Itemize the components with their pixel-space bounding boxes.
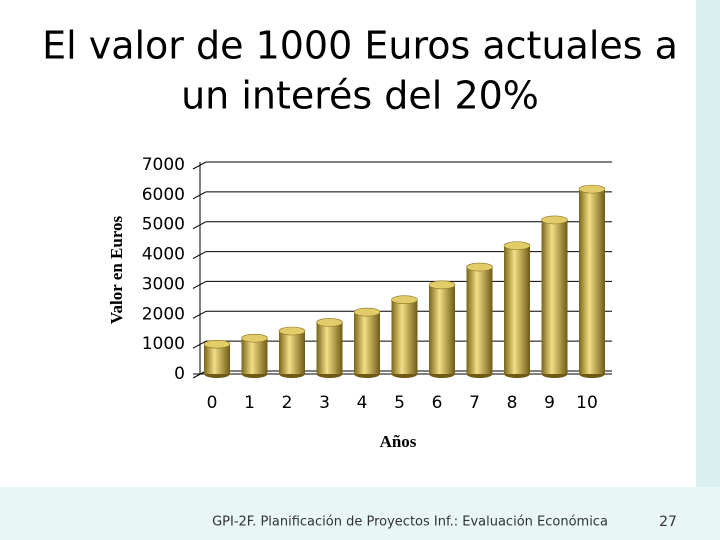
y-tick-label: 4000 <box>142 245 185 265</box>
x-tick-label: 0 <box>207 393 218 413</box>
bar <box>353 307 381 378</box>
side-band <box>696 0 720 540</box>
title-line: El valor de 1000 Euros actuales a <box>42 24 678 68</box>
x-tick-label: 3 <box>319 393 330 413</box>
bar <box>278 326 306 378</box>
bar-top <box>466 262 493 272</box>
grid-segment <box>192 191 207 200</box>
bar <box>316 318 343 378</box>
bar <box>203 339 231 378</box>
bar-body <box>354 312 380 374</box>
grid-segment <box>192 221 207 230</box>
x-tick-label: 6 <box>432 393 443 413</box>
bar-top <box>578 184 606 194</box>
bar-body <box>241 338 268 374</box>
bar-body <box>541 219 568 374</box>
y-tick-label: 3000 <box>142 274 185 294</box>
bar-body <box>279 331 305 374</box>
bar-top <box>503 241 531 250</box>
footer-text: GPI-2F. Planificación de Proyectos Inf.:… <box>212 515 608 530</box>
page-number: 27 <box>659 514 677 530</box>
bar <box>503 241 531 378</box>
bar-body <box>391 299 418 374</box>
y-tick-label: 2000 <box>142 304 185 324</box>
x-tick-label: 2 <box>282 393 293 413</box>
y-tick-label: 1000 <box>142 334 185 354</box>
bar-body <box>429 284 455 374</box>
bar-body <box>316 322 343 374</box>
bar <box>578 184 606 378</box>
y-tick-label: 0 <box>174 364 185 384</box>
bar-body <box>204 344 230 374</box>
grid-segment <box>192 251 207 260</box>
bar-body <box>466 267 493 374</box>
bar-top <box>353 307 381 317</box>
y-axis-title: Valor en Euros <box>107 215 126 324</box>
grid-line <box>192 191 612 200</box>
bar-top <box>428 280 456 290</box>
bar-top <box>203 339 231 349</box>
bar-top <box>316 318 343 327</box>
grid-segment <box>192 340 207 349</box>
x-axis-title: Años <box>380 432 417 451</box>
bar <box>391 295 418 378</box>
x-tick-label: 1 <box>244 393 255 413</box>
bar <box>466 262 493 378</box>
bar-top <box>541 215 568 225</box>
y-tick-label: 5000 <box>142 215 185 235</box>
grid-segment <box>192 161 207 170</box>
x-tick-label: 4 <box>357 393 368 413</box>
grid-segment <box>192 370 207 379</box>
x-tick-label: 5 <box>394 393 405 413</box>
x-tick-label: 7 <box>469 393 480 413</box>
grid-segment <box>192 310 207 319</box>
bar <box>541 215 568 378</box>
bar-body <box>504 245 530 374</box>
bar-body <box>579 189 605 374</box>
x-tick-label: 8 <box>507 393 518 413</box>
bar <box>428 280 456 378</box>
x-tick-label: 10 <box>576 393 598 413</box>
x-tick-label: 9 <box>544 393 555 413</box>
y-tick-label: 6000 <box>142 185 185 205</box>
bar-top <box>391 295 418 305</box>
bar-top <box>241 333 268 343</box>
bottom-band <box>0 487 720 540</box>
grid-line <box>192 161 612 170</box>
y-tick-label: 7000 <box>142 155 185 175</box>
title-line: un interés del 20% <box>181 74 539 118</box>
bar-top <box>278 326 306 336</box>
bar <box>241 333 268 378</box>
grid-segment <box>192 280 207 289</box>
